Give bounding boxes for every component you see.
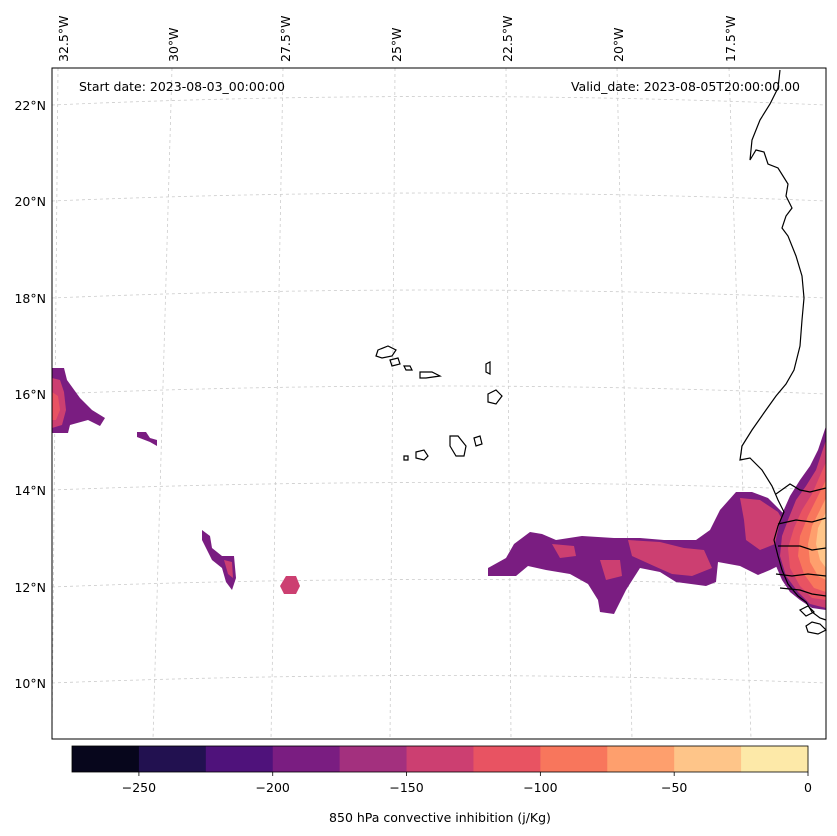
colorbar-bin <box>473 746 541 772</box>
colorbar-bin <box>72 746 140 772</box>
island-santiago <box>449 435 467 457</box>
lat-label-18: 18°N <box>14 291 46 306</box>
start-date-label: Start date: 2023-08-03_00:00:00 <box>79 79 285 94</box>
colorbar-ticks: −250 −200 −150 −100 −50 0 <box>122 772 812 795</box>
colorbar: −250 −200 −150 −100 −50 0 850 hPa convective … <box>71 745 812 825</box>
island-sao-nicolau <box>419 371 442 379</box>
lat-label-16: 16°N <box>14 387 46 402</box>
cin-region-small-spot <box>280 576 300 594</box>
valid-date-label: Valid_date: 2023-08-05T20:00:00.00 <box>571 79 800 94</box>
colorbar-tick-label: −100 <box>523 780 557 795</box>
gridline-lat-18 <box>51 289 827 299</box>
lon-label-225: 22.5°W <box>500 16 515 62</box>
island-fogo <box>415 449 429 461</box>
cin-region-west-africa-l6 <box>816 512 826 568</box>
colorbar-bin <box>138 746 207 772</box>
colorbar-title: 850 hPa convective inhibition (j/Kg) <box>329 810 551 825</box>
gridline-lon-30 <box>152 67 173 740</box>
gridline-lon-225 <box>505 67 512 740</box>
lon-label-30: 30°W <box>166 27 181 62</box>
map-frame-background <box>52 68 826 739</box>
colorbar-bin <box>406 746 474 772</box>
lat-label-22: 22°N <box>14 98 46 113</box>
island-sao-vicente <box>389 357 401 367</box>
cin-region-central-south-inner <box>224 560 233 578</box>
cin-contour-fill <box>52 368 826 614</box>
lon-label-25: 25°W <box>389 27 404 62</box>
gridline-lat-14 <box>51 482 827 491</box>
lon-label-325: 32.5°W <box>56 16 71 62</box>
gridline-lat-20 <box>51 192 827 202</box>
latitude-labels: 22°N 20°N 18°N 16°N 14°N 12°N 10°N <box>14 98 46 691</box>
gridline-lon-325 <box>51 67 59 740</box>
lat-label-20: 20°N <box>14 194 46 209</box>
colorbar-bin <box>741 746 809 772</box>
colorbar-bin <box>540 746 608 772</box>
colorbar-tick-label: −150 <box>389 780 423 795</box>
lat-label-12: 12°N <box>14 580 46 595</box>
lon-label-175: 17.5°W <box>723 16 738 62</box>
island-boa-vista <box>487 389 503 405</box>
cin-region-west-edge-core <box>52 392 60 420</box>
colorbar-border <box>71 745 809 773</box>
gridline-lat-16 <box>51 385 827 395</box>
gridline-lon-20 <box>616 67 633 740</box>
gridline-lat-10 <box>51 675 827 684</box>
cin-region-east-band-inner <box>552 498 786 580</box>
cin-region-central-south <box>202 530 236 590</box>
colorbar-tick-label: 0 <box>804 780 812 795</box>
island-maio <box>473 435 483 447</box>
gridline-lon-175 <box>728 67 752 740</box>
lon-label-275: 27.5°W <box>278 16 293 62</box>
cin-region-west-edge <box>52 368 105 433</box>
island-brava <box>403 455 409 461</box>
gridline-lon-275 <box>270 67 284 740</box>
cin-region-small-streak <box>137 432 157 446</box>
colorbar-bin <box>205 746 274 772</box>
colorbar-tick-label: −250 <box>122 780 156 795</box>
colorbar-bin <box>674 746 742 772</box>
map-gridlines <box>51 67 827 740</box>
lon-label-20: 20°W <box>611 27 626 62</box>
longitude-labels: 32.5°W 30°W 27.5°W 25°W 22.5°W 20°W 17.5… <box>56 16 738 62</box>
gridline-lat-22 <box>51 96 827 106</box>
lat-label-10: 10°N <box>14 676 46 691</box>
map-frame-border <box>51 67 827 740</box>
coastlines <box>375 69 828 635</box>
island-santo-antao <box>375 345 397 359</box>
coastline-inland-border <box>775 483 827 597</box>
gridline-lat-12 <box>51 579 827 588</box>
island-santa-luzia <box>403 365 413 371</box>
colorbar-bin <box>339 746 408 772</box>
colorbar-tick-label: −200 <box>256 780 290 795</box>
coastline-africa <box>739 69 827 621</box>
gridline-lon-25 <box>389 67 396 740</box>
colorbar-bin <box>272 746 341 772</box>
colorbar-bins <box>72 746 809 772</box>
lat-label-14: 14°N <box>14 483 46 498</box>
colorbar-bin <box>607 746 675 772</box>
island-sal <box>485 361 491 375</box>
colorbar-tick-label: −50 <box>661 780 687 795</box>
